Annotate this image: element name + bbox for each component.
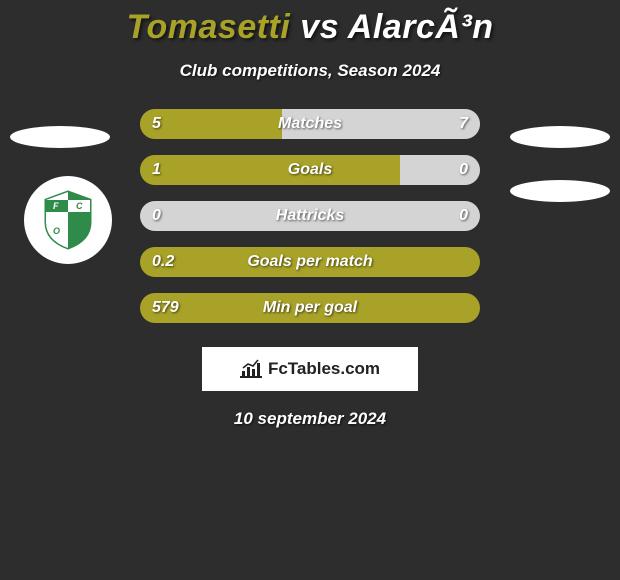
stat-bar: Matches 5 7 — [140, 109, 480, 139]
stat-label: Matches — [278, 115, 342, 133]
title-player-right: AlarcÃ³n — [348, 8, 494, 46]
brand-box: FcTables.com — [202, 347, 418, 391]
stat-bar: Goals 1 0 — [140, 155, 480, 185]
stat-label: Hattricks — [276, 207, 344, 225]
bar-fill-left — [140, 155, 400, 185]
stat-value-right: 0 — [459, 207, 468, 225]
chart-icon — [240, 359, 262, 379]
title-vs: vs — [300, 8, 339, 46]
stat-bar: Min per goal 579 — [140, 293, 480, 323]
date-text: 10 september 2024 — [0, 409, 620, 429]
stat-row: Matches 5 7 — [0, 109, 620, 139]
stat-value-left: 0 — [152, 207, 161, 225]
stat-label: Goals — [288, 161, 332, 179]
stat-bar: Goals per match 0.2 — [140, 247, 480, 277]
title-player-left: Tomasetti — [127, 8, 291, 46]
stat-label: Goals per match — [247, 253, 372, 271]
subtitle: Club competitions, Season 2024 — [0, 61, 620, 81]
stat-value-left: 0.2 — [152, 253, 174, 271]
stat-row: Hattricks 0 0 — [0, 201, 620, 231]
stat-value-right: 7 — [459, 115, 468, 133]
stat-row: Goals per match 0.2 — [0, 247, 620, 277]
stat-value-left: 5 — [152, 115, 161, 133]
bar-fill-left — [140, 109, 282, 139]
stat-bar: Hattricks 0 0 — [140, 201, 480, 231]
stat-label: Min per goal — [263, 299, 357, 317]
stat-value-left: 1 — [152, 161, 161, 179]
stat-value-right: 0 — [459, 161, 468, 179]
page-title: Tomasetti vs AlarcÃ³n — [0, 8, 620, 47]
stat-value-left: 579 — [152, 299, 179, 317]
brand-text: FcTables.com — [268, 359, 380, 379]
stat-row: Min per goal 579 — [0, 293, 620, 323]
stat-row: Goals 1 0 — [0, 155, 620, 185]
infographic-container: Tomasetti vs AlarcÃ³n Club competitions,… — [0, 0, 620, 429]
